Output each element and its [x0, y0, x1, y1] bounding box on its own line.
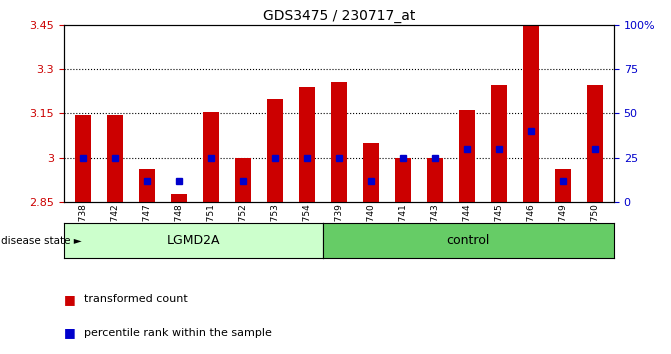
Bar: [459, 110, 475, 202]
Bar: [203, 112, 219, 202]
Bar: [107, 115, 123, 202]
Text: GDS3475 / 230717_at: GDS3475 / 230717_at: [262, 9, 415, 23]
Text: transformed count: transformed count: [84, 294, 188, 304]
Text: control: control: [447, 234, 490, 247]
Bar: [267, 98, 283, 202]
Bar: [395, 158, 411, 202]
Bar: [235, 158, 251, 202]
Bar: [363, 143, 379, 202]
Bar: [139, 169, 155, 202]
Text: percentile rank within the sample: percentile rank within the sample: [84, 328, 272, 338]
Bar: [586, 85, 603, 202]
Bar: [171, 194, 187, 202]
Bar: [523, 25, 539, 202]
Bar: [75, 115, 91, 202]
Text: LGMD2A: LGMD2A: [166, 234, 220, 247]
Bar: [299, 87, 315, 202]
Text: disease state ►: disease state ►: [1, 236, 82, 246]
Bar: [331, 82, 347, 202]
Text: ■: ■: [64, 326, 76, 339]
Bar: [555, 169, 571, 202]
Text: ■: ■: [64, 293, 76, 306]
Bar: [491, 85, 507, 202]
Bar: [427, 158, 443, 202]
